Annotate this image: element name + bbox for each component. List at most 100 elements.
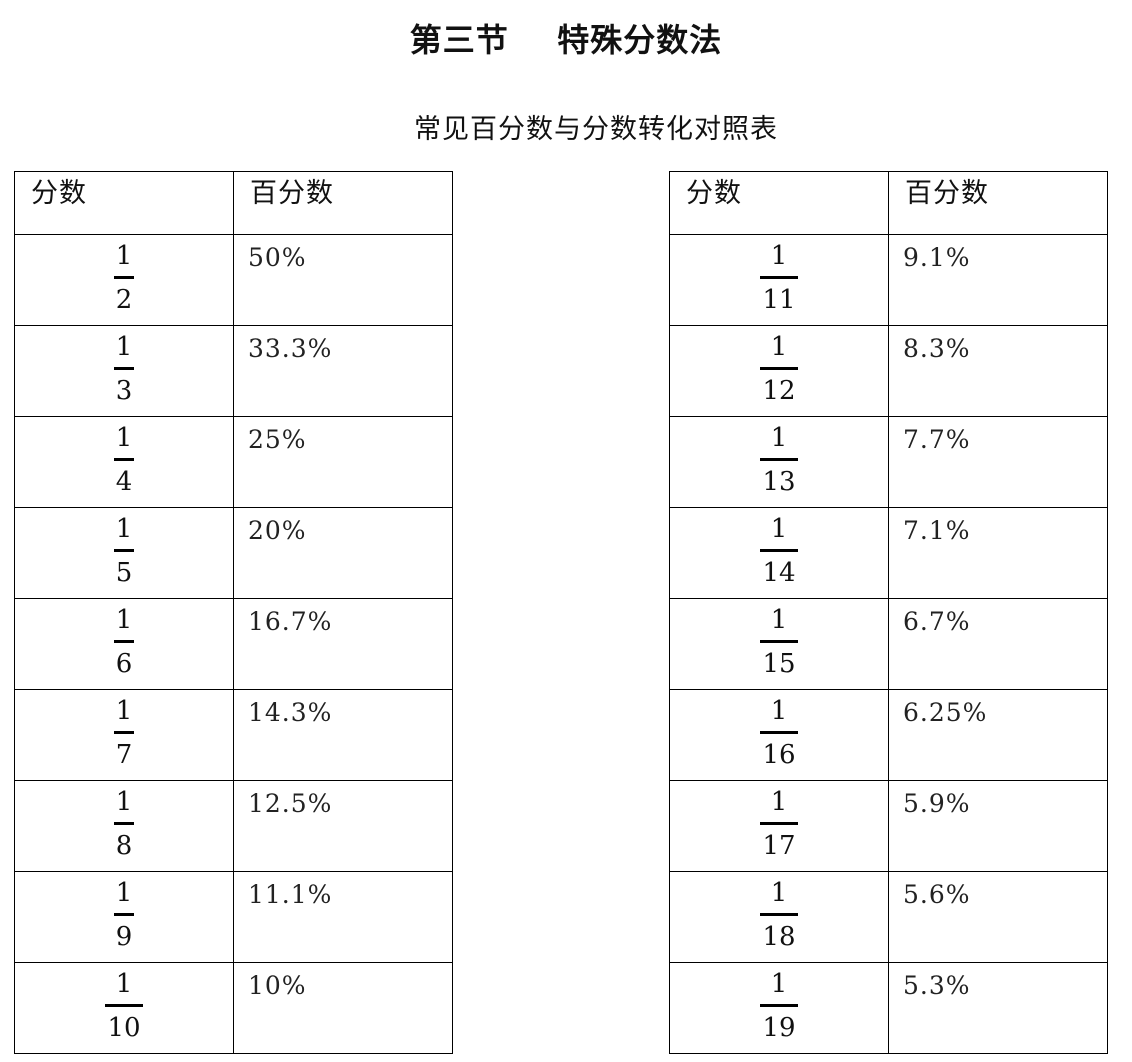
fraction-numerator: 1 <box>770 332 788 362</box>
fraction-denominator: 13 <box>762 467 796 497</box>
fraction-numerator: 1 <box>115 514 133 544</box>
percent-cell: 7.7% <box>888 416 1108 508</box>
fraction-numerator: 1 <box>115 696 133 726</box>
percent-cell: 16.7% <box>233 598 453 690</box>
fraction-bar <box>113 458 135 461</box>
fraction-bar <box>760 640 798 643</box>
fraction-bar <box>113 549 135 552</box>
percent-value: 12.5% <box>248 789 333 818</box>
fraction-denominator: 15 <box>762 649 796 679</box>
percent-cell: 5.6% <box>888 871 1108 963</box>
fraction-cell: 1 16 <box>669 689 889 781</box>
fraction-denominator: 11 <box>762 285 796 315</box>
percent-value: 16.7% <box>248 607 333 636</box>
fraction-cell: 1 19 <box>669 962 889 1054</box>
fraction-bar <box>760 458 798 461</box>
header-cell-fraction: 分数 <box>14 171 234 235</box>
fraction-denominator: 2 <box>115 285 133 315</box>
fraction-bar <box>105 1004 143 1007</box>
percent-value: 14.3% <box>248 698 333 727</box>
percent-value: 25% <box>248 425 307 454</box>
table-row: 1 17 5.9% <box>669 780 1108 872</box>
table-header-row: 分数 百分数 <box>669 171 1108 235</box>
table-row: 1 6 16.7% <box>14 598 453 690</box>
table-row: 1 7 14.3% <box>14 689 453 781</box>
fraction: 1 10 <box>15 967 233 1045</box>
table-row: 1 2 50% <box>14 234 453 326</box>
fraction-numerator: 1 <box>115 605 133 635</box>
percent-cell: 11.1% <box>233 871 453 963</box>
fraction-denominator: 8 <box>115 831 133 861</box>
fraction: 1 17 <box>670 785 888 863</box>
fraction-denominator: 5 <box>115 558 133 588</box>
fraction-bar <box>760 731 798 734</box>
percent-value: 7.7% <box>903 425 971 454</box>
percent-cell: 5.3% <box>888 962 1108 1054</box>
table-row: 1 8 12.5% <box>14 780 453 872</box>
percent-cell: 8.3% <box>888 325 1108 417</box>
percent-value: 11.1% <box>248 880 333 909</box>
fraction-denominator: 7 <box>115 740 133 770</box>
table-row: 1 18 5.6% <box>669 871 1108 963</box>
table-row: 1 16 6.25% <box>669 689 1108 781</box>
table-row: 1 9 11.1% <box>14 871 453 963</box>
percent-cell: 10% <box>233 962 453 1054</box>
table-row: 1 3 33.3% <box>14 325 453 417</box>
percent-cell: 14.3% <box>233 689 453 781</box>
fraction-bar <box>760 913 798 916</box>
fraction-numerator: 1 <box>770 605 788 635</box>
fraction-cell: 1 13 <box>669 416 889 508</box>
fraction-denominator: 19 <box>762 1013 796 1043</box>
header-label-percent: 百分数 <box>905 178 989 209</box>
percent-cell: 5.9% <box>888 780 1108 872</box>
percent-cell: 6.7% <box>888 598 1108 690</box>
table-row: 1 14 7.1% <box>669 507 1108 599</box>
percent-value: 50% <box>248 243 307 272</box>
table-row: 1 12 8.3% <box>669 325 1108 417</box>
table-row: 1 11 9.1% <box>669 234 1108 326</box>
fraction-cell: 1 11 <box>669 234 889 326</box>
fraction-bar <box>760 276 798 279</box>
table-caption: 常见百分数与分数转化对照表 <box>414 114 778 145</box>
fraction-numerator: 1 <box>115 878 133 908</box>
fraction-cell: 1 10 <box>14 962 234 1054</box>
fraction-denominator: 9 <box>115 922 133 952</box>
percent-value: 10% <box>248 971 307 1000</box>
percent-cell: 9.1% <box>888 234 1108 326</box>
fraction: 1 11 <box>670 239 888 317</box>
fraction-denominator: 10 <box>107 1013 141 1043</box>
fraction-numerator: 1 <box>770 969 788 999</box>
fraction-cell: 1 15 <box>669 598 889 690</box>
header-label-fraction: 分数 <box>686 178 742 209</box>
fraction-cell: 1 12 <box>669 325 889 417</box>
fraction: 1 13 <box>670 421 888 499</box>
page-title: 第三节 特殊分数法 <box>409 21 723 59</box>
fraction-numerator: 1 <box>115 241 133 271</box>
percent-value: 6.25% <box>903 698 988 727</box>
conversion-table-right: 分数 百分数 1 11 9.1% 1 12 8.3% 1 13 7.7% 1 14 7.1% 1 15 6.… <box>669 171 1108 1054</box>
percent-value: 33.3% <box>248 334 333 363</box>
percent-value: 6.7% <box>903 607 971 636</box>
table-row: 1 13 7.7% <box>669 416 1108 508</box>
conversion-table-left: 分数 百分数 1 2 50% 1 3 33.3% 1 4 25% 1 5 20% 1 6 16.7% 1 7 14… <box>14 171 453 1054</box>
fraction-bar <box>113 367 135 370</box>
percent-cell: 7.1% <box>888 507 1108 599</box>
fraction-bar <box>113 640 135 643</box>
percent-value: 7.1% <box>903 516 971 545</box>
percent-value: 20% <box>248 516 307 545</box>
fraction-numerator: 1 <box>770 514 788 544</box>
fraction-numerator: 1 <box>115 332 133 362</box>
fraction-denominator: 6 <box>115 649 133 679</box>
